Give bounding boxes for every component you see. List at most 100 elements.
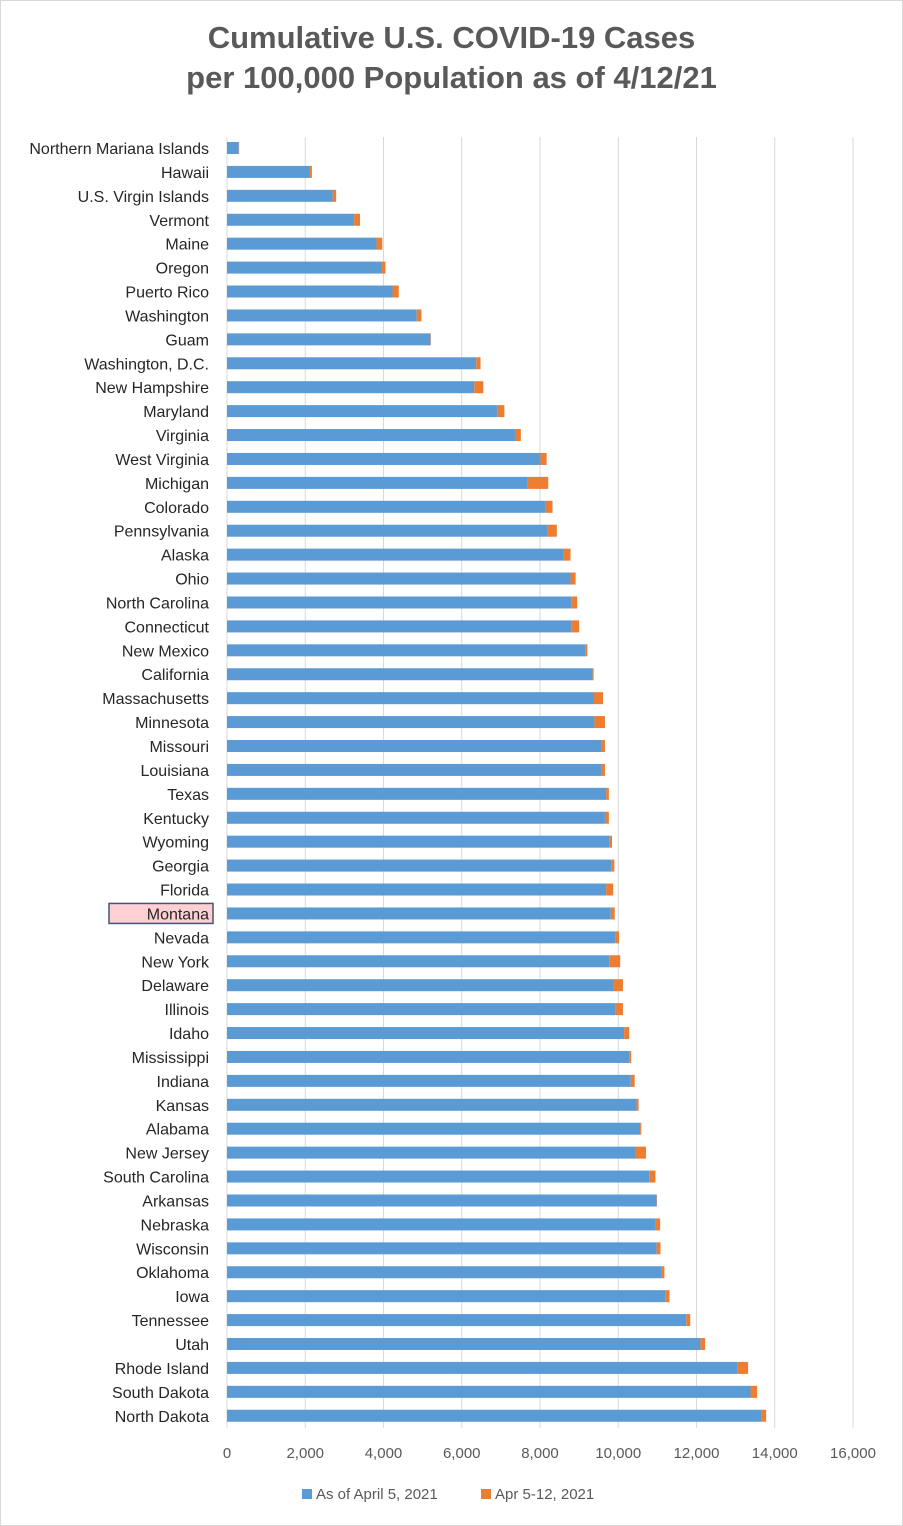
bar-south-carolina-apr-5-12 (649, 1170, 656, 1183)
category-label: Arkansas (142, 1193, 209, 1210)
bar-new-york-apr-5-12 (609, 955, 621, 968)
category-label: Michigan (145, 476, 209, 493)
bar-kansas-as-of-april-5 (227, 1098, 637, 1111)
bar-nevada-apr-5-12 (615, 931, 620, 944)
bar-wisconsin-apr-5-12 (656, 1242, 661, 1255)
bar-utah-as-of-april-5 (227, 1338, 701, 1350)
category-label: Wisconsin (136, 1241, 209, 1258)
bar-oklahoma-apr-5-12 (661, 1266, 665, 1279)
category-label: Mississippi (132, 1050, 209, 1067)
bar-south-carolina-as-of-april-5 (227, 1170, 650, 1183)
category-label: Connecticut (125, 619, 210, 636)
category-label: Pennsylvania (114, 524, 209, 541)
bar-kansas-apr-5-12 (636, 1098, 639, 1111)
bar-utah-apr-5-12 (700, 1338, 706, 1350)
bar-delaware-as-of-april-5 (227, 979, 614, 992)
bar-minnesota-as-of-april-5 (227, 716, 595, 729)
category-label: Oklahoma (136, 1265, 209, 1282)
bar-idaho-apr-5-12 (624, 1027, 630, 1040)
bar-mississippi-apr-5-12 (629, 1050, 632, 1063)
category-label: New Mexico (122, 643, 209, 660)
bar-georgia-as-of-april-5 (227, 859, 612, 872)
bar-illinois-as-of-april-5 (227, 1003, 616, 1016)
bar-maryland-apr-5-12 (497, 405, 505, 418)
bar-ohio-as-of-april-5 (227, 572, 571, 585)
bar-northern-mariana-islands-as-of-april-5 (227, 142, 239, 154)
bar-kentucky-apr-5-12 (604, 811, 609, 824)
category-label: Missouri (149, 739, 209, 756)
category-label: Tennessee (132, 1313, 209, 1330)
bar-alabama-apr-5-12 (640, 1122, 642, 1135)
bar-connecticut-apr-5-12 (571, 620, 580, 633)
bar-south-dakota-as-of-april-5 (227, 1385, 751, 1398)
bar-missouri-as-of-april-5 (227, 740, 602, 752)
x-tick-label: 2,000 (286, 1445, 324, 1462)
bar-pennsylvania-as-of-april-5 (227, 524, 548, 537)
bar-illinois-apr-5-12 (615, 1003, 623, 1016)
bar-connecticut-as-of-april-5 (227, 620, 572, 633)
bar-idaho-as-of-april-5 (227, 1027, 625, 1040)
bar-new-mexico-apr-5-12 (585, 644, 588, 657)
bar-vermont-apr-5-12 (354, 213, 361, 226)
bar-georgia-apr-5-12 (611, 859, 615, 872)
category-label: Iowa (175, 1289, 209, 1306)
category-label: Virginia (156, 428, 209, 445)
bar-north-carolina-as-of-april-5 (227, 596, 572, 609)
bar-new-jersey-apr-5-12 (635, 1146, 647, 1159)
bar-nebraska-apr-5-12 (655, 1218, 661, 1231)
bar-new-mexico-as-of-april-5 (227, 644, 586, 657)
category-labels: Northern Mariana Islands Hawaii U.S. Virgi… (29, 141, 214, 1426)
bar-virginia-apr-5-12 (514, 429, 521, 442)
x-tick-label: 8,000 (521, 1445, 559, 1462)
category-label: North Dakota (115, 1409, 209, 1426)
category-label: U.S. Virgin Islands (78, 189, 209, 206)
bar-massachusetts-as-of-april-5 (227, 692, 594, 705)
category-label: Hawaii (161, 165, 209, 182)
bar-alaska-as-of-april-5 (227, 548, 564, 561)
x-tick-label: 16,000 (830, 1445, 876, 1462)
category-label: North Carolina (106, 595, 209, 612)
x-tick-label: 14,000 (752, 1445, 798, 1462)
bar-new-jersey-as-of-april-5 (227, 1146, 636, 1159)
category-label: Alabama (146, 1122, 209, 1139)
category-label: Ohio (175, 572, 209, 589)
legend-swatch-apr-5-12 (481, 1489, 491, 1499)
bar-north-carolina-apr-5-12 (571, 596, 578, 609)
bars (227, 142, 767, 1422)
bar-florida-apr-5-12 (606, 883, 614, 896)
bar-hawaii-as-of-april-5 (227, 165, 310, 178)
chart-title-line-1: Cumulative U.S. COVID-19 Cases (207, 20, 696, 55)
bar-new-hampshire-apr-5-12 (474, 381, 484, 394)
category-label: Washington, D.C. (84, 356, 209, 373)
category-label: New Jersey (125, 1146, 209, 1163)
bar-alabama-as-of-april-5 (227, 1122, 641, 1135)
bar-missouri-apr-5-12 (601, 740, 605, 752)
bar-michigan-apr-5-12 (527, 476, 549, 489)
x-tick-label: 6,000 (443, 1445, 481, 1462)
category-label: Delaware (141, 978, 209, 995)
bar-puerto-rico-apr-5-12 (392, 285, 399, 298)
bar-oklahoma-as-of-april-5 (227, 1266, 662, 1279)
category-label: Florida (160, 883, 209, 900)
x-tick-label: 0 (223, 1445, 231, 1462)
category-label: Wyoming (142, 835, 209, 852)
category-label: Maryland (143, 404, 209, 421)
category-label: Washington (125, 308, 209, 325)
category-label: New York (141, 954, 210, 971)
category-label: Georgia (152, 859, 209, 876)
bar-massachusetts-apr-5-12 (593, 692, 603, 705)
x-axis-tick-labels: 0 2,000 4,000 6,000 8,000 10,000 12,000 14,000 1… (223, 1445, 876, 1462)
bar-rhode-island-apr-5-12 (737, 1361, 749, 1374)
bar-vermont-as-of-april-5 (227, 213, 355, 226)
bar-pennsylvania-apr-5-12 (547, 524, 557, 537)
category-label: Texas (167, 787, 209, 804)
x-tick-label: 10,000 (595, 1445, 641, 1462)
category-label: Maine (165, 237, 209, 254)
bar-indiana-apr-5-12 (630, 1074, 635, 1087)
category-label: Guam (165, 332, 209, 349)
category-label: Oregon (156, 261, 209, 278)
bar-iowa-apr-5-12 (665, 1290, 670, 1303)
category-label: Colorado (144, 500, 209, 517)
gridlines (226, 137, 854, 1428)
